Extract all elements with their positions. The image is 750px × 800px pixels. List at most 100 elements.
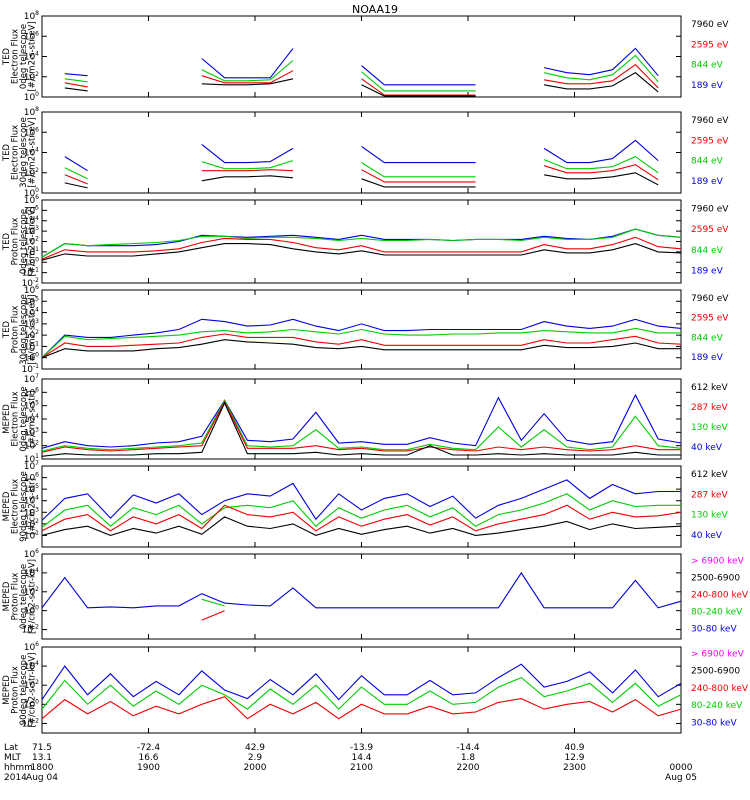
y-tick-label: 104 [24, 215, 39, 227]
series-7960-ev [64, 172, 659, 189]
series-7960-ev [41, 339, 681, 359]
y-axis-label: 90deg telescope [19, 655, 29, 726]
ephem-hhmm: 2200 [457, 763, 480, 773]
y-axis-label: [#/cm2-s-str] [28, 478, 38, 535]
y-tick-label: 102 [24, 236, 39, 248]
y-tick-label: 104 [24, 307, 39, 319]
ephem-mlt: 16.6 [138, 753, 158, 763]
y-axis-label: MEPED [2, 675, 12, 705]
ephem-mlt: 13.1 [32, 753, 52, 763]
y-axis-label: Electron Flux [11, 479, 21, 534]
y-axis-label: TED [2, 320, 12, 339]
y-tick-label: 107 [24, 373, 39, 385]
legend-entry: 30-80 keV [691, 718, 737, 728]
y-axis-label: [#/cm2-s-str-eV] [28, 206, 38, 276]
y-tick-label: 102 [24, 586, 39, 598]
legend-entry: 844 eV [691, 333, 724, 343]
legend-entry: 2500-6900 [691, 667, 740, 677]
series-287-kev [41, 504, 682, 532]
y-tick-label: 108 [24, 106, 39, 118]
series-240-800-kev [202, 611, 681, 620]
ephem-hhmm: 1800 [31, 763, 54, 773]
y-tick-label: 10-1 [22, 363, 40, 375]
y-tick-label: 102 [24, 440, 39, 452]
legend-entry: 189 eV [691, 81, 724, 91]
y-axis-label: [#/cm2-s-str-keV] [28, 653, 38, 728]
chart-title: NOAA19 [352, 3, 398, 16]
series-189-ev [41, 318, 682, 359]
ephem-hhmm: 2300 [563, 763, 586, 773]
legend-entry: 80-240 keV [691, 607, 743, 617]
y-axis-label: Electron Flux [11, 125, 21, 180]
y-tick-label: 101 [24, 246, 39, 258]
y-tick-label: 100 [24, 91, 39, 103]
legend-entry: 80-240 keV [691, 701, 743, 711]
series-612-kev [41, 401, 681, 457]
y-axis-label: Proton Flux [11, 306, 21, 354]
ephem-row-label: Lat [4, 743, 19, 753]
legend-entry: 240-800 keV [691, 590, 749, 600]
ephem-hhmm: 2100 [350, 763, 373, 773]
y-axis-label: 30deg telescope [19, 117, 29, 188]
y-axis-label: [#/cm2-s-str-keV] [28, 559, 38, 634]
y-axis-label: 0deg telescope [19, 24, 29, 89]
series-2595-ev [64, 63, 659, 96]
series-844-ev [64, 54, 659, 92]
series-2595-ev [41, 333, 682, 359]
y-tick-label: 100 [24, 256, 39, 268]
ephem-date: Aug 05 [665, 773, 697, 783]
ephem-mlt: 2.9 [248, 753, 263, 763]
y-axis-label: [#/cm2-s-str] [28, 391, 38, 448]
y-tick-label: 104 [24, 495, 39, 507]
legend-entry: 844 eV [691, 246, 724, 256]
y-tick-label: 105 [24, 204, 39, 216]
legend-entry: 844 eV [691, 61, 724, 71]
y-tick-label: 106 [24, 194, 39, 206]
ephem-row-label: hhmm [4, 763, 33, 773]
y-tick-label: 105 [24, 295, 39, 307]
y-tick-label: 104 [24, 567, 39, 579]
legend-entry: 287 keV [691, 403, 728, 413]
y-axis-label: MEPED [2, 581, 12, 611]
legend-entry: 612 keV [691, 470, 728, 480]
series-612-kev [41, 516, 682, 536]
series-240-800-kev [41, 696, 682, 720]
y-tick-label: 102 [24, 679, 39, 691]
series-7960-ev [64, 72, 659, 97]
y-tick-label: 10-2 [22, 277, 40, 289]
series-80-240-kev [41, 676, 682, 710]
ephem-lat: -13.9 [350, 743, 374, 753]
series-130-kev [41, 493, 681, 528]
legend-entry: 240-800 keV [691, 684, 749, 694]
series-40-kev [41, 393, 682, 449]
series-30-80-kev [41, 571, 682, 609]
y-tick-label: 106 [24, 472, 39, 484]
legend-entry: 2500-6900 [691, 573, 740, 583]
y-axis-label: 30deg telescope [19, 294, 29, 365]
y-tick-label: 106 [24, 641, 39, 653]
y-tick-label: 102 [24, 71, 39, 83]
series-7960-ev [41, 243, 682, 261]
y-axis-label: 90deg telescope [19, 471, 29, 542]
legend-entry: 189 eV [691, 177, 724, 187]
y-tick-label: 106 [24, 386, 39, 398]
panel-frame [41, 646, 682, 734]
y-axis-label: MEPED [2, 404, 12, 434]
panel-frame [41, 111, 682, 194]
ephem-mlt: 14.4 [351, 753, 371, 763]
ephem-lat: 42.9 [245, 743, 265, 753]
y-axis-label: TED [2, 143, 12, 162]
y-tick-label: 107 [24, 460, 39, 472]
ephem-hhmm: 2000 [244, 763, 267, 773]
legend-entry: 189 eV [691, 353, 724, 363]
ephem-lat: -72.4 [137, 743, 161, 753]
legend-entry: 612 keV [691, 383, 728, 393]
y-tick-label: 106 [24, 284, 39, 296]
series-287-kev [41, 400, 681, 453]
